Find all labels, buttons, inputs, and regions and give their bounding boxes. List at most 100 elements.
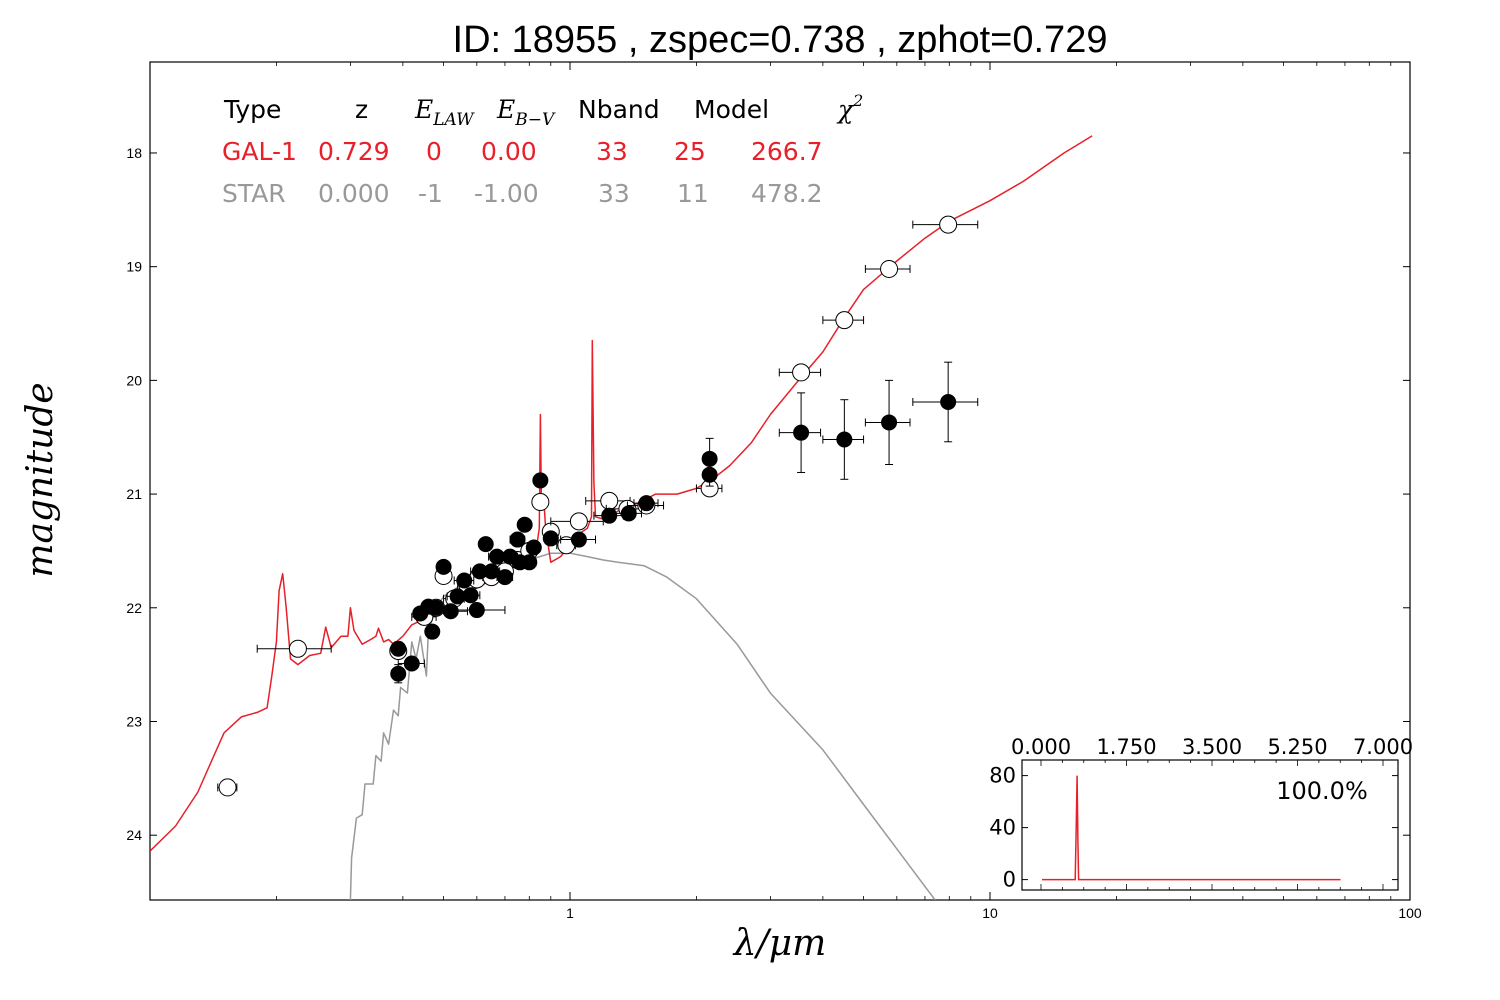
row-type: GAL-1 [222,137,297,166]
observed-point [477,536,494,553]
observed-point [633,495,659,512]
header-chi2: χ2 [836,91,863,124]
row-z: 0.729 [318,137,390,166]
observed-point [525,539,542,556]
model-point [256,639,332,658]
observed-point [521,554,538,571]
row-z: 0.000 [318,179,390,208]
header-z: z [355,95,368,124]
model-marker [569,512,588,531]
inset-x-tick-label: 5.250 [1267,735,1327,759]
row-model: 25 [674,137,706,166]
main-plot-content [150,135,1093,900]
observed-point [614,505,643,522]
observed-point [496,569,514,586]
observed-marker [516,516,533,533]
observed-point [912,361,979,443]
observed-point [509,531,526,548]
model-marker [600,491,619,510]
observed-marker [468,602,485,619]
y-tick-label: 24 [126,827,142,843]
observed-point [460,587,481,604]
y-axis-label: magnitude [20,382,61,577]
inset-x-tick-label: 0.000 [1011,735,1071,759]
observed-marker [496,569,513,586]
row-ebv: -1.00 [474,179,539,208]
observed-point [397,655,425,672]
y-tick-label: 19 [126,259,142,275]
model-marker [792,363,811,382]
observed-marker [940,393,957,410]
x-tick-label: 1 [566,905,574,921]
observed-marker [462,587,479,604]
model-point [217,778,238,797]
row-ebv: 0.00 [481,137,537,166]
y-tick-label: 23 [126,713,142,729]
observed-marker [435,558,452,575]
model-point [531,493,550,512]
observed-point [431,603,468,620]
chart-title: ID: 18955 , zspec=0.738 , zphot=0.729 [453,19,1108,61]
model-marker [939,215,958,234]
observed-marker [424,623,441,640]
observed-point [778,392,822,473]
header-elaw-main: E [414,95,433,124]
observed-marker [638,495,655,512]
inset-annotation: 100.0% [1276,777,1368,805]
model-marker [880,259,899,278]
table-row-galaxy: GAL-1 0.729 0 0.00 33 25 266.7 [222,137,823,166]
inset-pdf-content: 0.000 1.750 3.500 5.250 7.000 0 40 80 [989,735,1413,892]
row-elaw: -1 [418,179,443,208]
observed-point [453,572,475,589]
observed-point [428,599,445,616]
x-tick-label: 10 [982,905,998,921]
observed-marker [428,599,445,616]
header-nband: Nband [578,95,660,124]
observed-point [516,516,533,533]
y-tick-label: 21 [126,486,142,502]
row-elaw: 0 [426,137,442,166]
inset-y-tick-label: 0 [1003,868,1016,892]
observed-marker [836,431,853,448]
inset-x-tick-label: 1.750 [1096,735,1156,759]
observed-marker [881,414,898,431]
header-ebv-main: E [496,95,515,124]
observed-point [482,563,501,580]
observed-point [542,530,559,547]
observed-marker [390,665,407,682]
header-model: Model [694,95,769,124]
model-point [912,215,979,234]
galaxy-model-curve [150,135,1093,852]
main-plot-frame [149,61,1411,901]
x-axis-label: λ/μm [732,923,826,964]
observed-point [424,623,441,640]
header-chi2-main: χ [836,95,855,124]
header-type: Type [223,95,281,124]
x-tick-label: 100 [1398,905,1422,921]
model-point [550,512,604,531]
inset-x-tick-label: 7.000 [1353,735,1413,759]
inset-pdf-curve [1042,775,1341,881]
observed-point [822,399,865,480]
row-chi2: 478.2 [751,179,823,208]
row-model: 11 [677,179,709,208]
header-elaw: ELAW [414,95,475,130]
observed-marker [521,554,538,571]
inset-y-tick-label: 80 [989,764,1016,788]
observed-marker [483,563,500,580]
observed-marker [509,531,526,548]
observed-marker [525,539,542,556]
observed-marker [601,507,618,524]
observed-marker [701,466,718,483]
model-point [556,536,576,555]
observed-point [864,379,911,466]
model-point [778,363,822,382]
observed-point [560,531,596,548]
inset-y-tick-label: 40 [989,816,1016,840]
observed-point [435,558,452,575]
observed-marker [570,531,587,548]
inset-x-tick-label: 3.500 [1182,735,1242,759]
observed-point [701,462,718,487]
